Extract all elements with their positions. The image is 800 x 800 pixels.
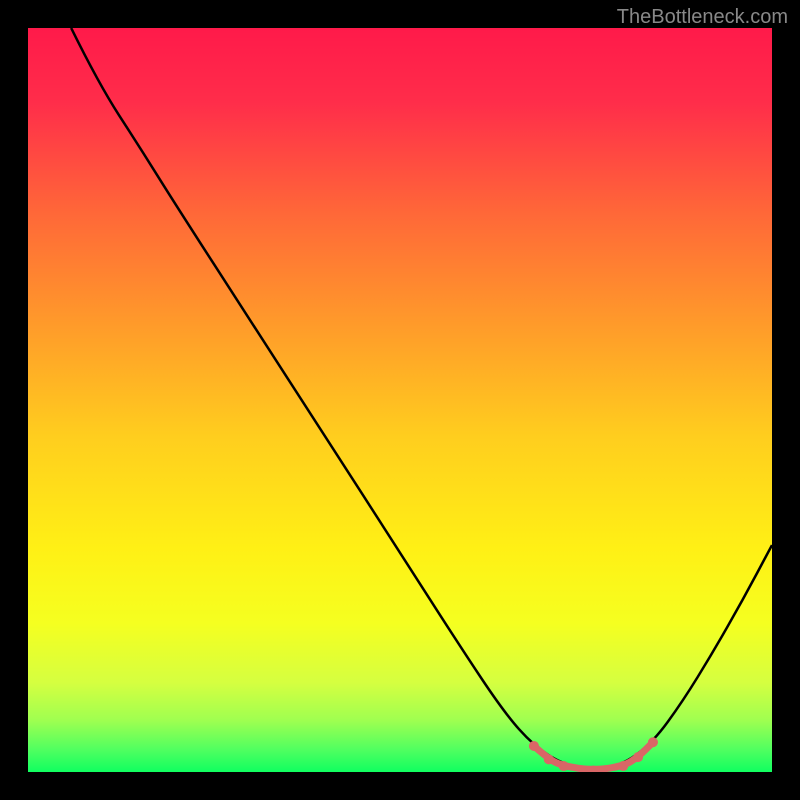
curve-layer	[28, 28, 772, 772]
chart-area	[28, 28, 772, 772]
highlight-marker	[618, 761, 628, 771]
highlight-marker	[633, 752, 643, 762]
highlight-markers-group	[529, 737, 658, 772]
main-bottleneck-curve	[71, 28, 772, 769]
highlight-marker	[648, 737, 658, 747]
highlight-marker	[559, 761, 569, 771]
highlight-marker	[529, 741, 539, 751]
watermark-text: TheBottleneck.com	[617, 6, 788, 29]
highlight-marker	[544, 754, 554, 764]
